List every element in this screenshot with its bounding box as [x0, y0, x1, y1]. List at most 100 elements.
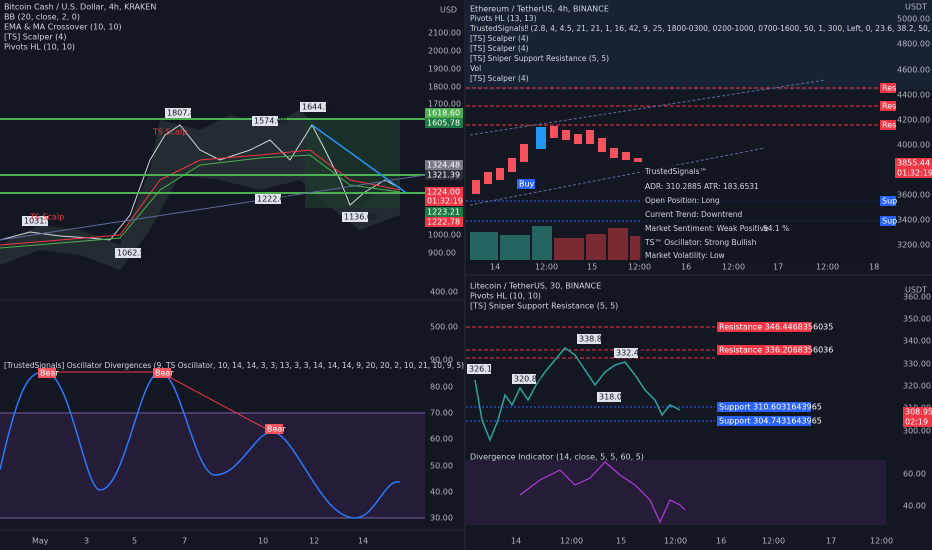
level-tag-bg	[880, 83, 896, 93]
pane-header: Ethereum / TetherUS, 4h, BINANCE	[470, 5, 609, 14]
time-label: 14	[490, 263, 500, 272]
time-label: 16	[681, 263, 691, 272]
pivot-label: 338.85	[579, 335, 607, 344]
pane-header: TrustedSignals‼ (2.8, 4, 4.5, 21, 21, 1,…	[469, 24, 932, 33]
pane-header: [TS] Scalper (4)	[4, 33, 67, 42]
axis-label: 60.00	[903, 470, 926, 479]
axis-label: 2100.00	[428, 29, 461, 38]
axis-label: 3400.00	[897, 216, 930, 225]
signal-label: Bear	[267, 425, 286, 434]
pane-header: [TrustedSignals] Oscillator Divergences …	[4, 361, 464, 370]
info-text: Market Volatility: Low	[645, 251, 725, 260]
pivot-label: 320.85	[514, 375, 542, 384]
axis-label: 30.00	[430, 514, 453, 523]
pivot-label: 1136.00	[344, 213, 377, 222]
pivot-label-bg	[22, 216, 48, 226]
level-tag-bg	[880, 216, 896, 226]
info-text: 54.1 %	[763, 224, 789, 233]
axis-label: 500.00	[430, 323, 458, 332]
axis-label: 330.00	[903, 360, 931, 369]
pane-header: Litecoin / TetherUS, 30, BINANCE	[470, 282, 601, 291]
pane-header: Vol	[470, 64, 481, 73]
pivot-label: 1644.50	[302, 103, 335, 112]
pivot-label-bg	[255, 194, 281, 204]
pivot-label-bg	[115, 248, 141, 258]
axis-label: 80.00	[430, 383, 453, 392]
divergence-line	[159, 371, 273, 433]
pivot-label: 1222.01	[257, 195, 290, 204]
price-tag-bg	[425, 217, 463, 227]
pane-header: [TS] Sniper Support Resistance (5, 5)	[470, 54, 609, 63]
pane-header: Bitcoin Cash / U.S. Dollar, 4h, KRAKEN	[4, 3, 156, 12]
divergence-line	[519, 461, 686, 524]
axis-label: 400.00	[430, 288, 458, 297]
level-tag-bg	[717, 322, 811, 332]
level-tag-bg	[880, 196, 896, 206]
price-tag: 1618.60	[427, 109, 460, 118]
price-tag-bg	[425, 207, 463, 217]
signal-label-bg	[265, 424, 283, 434]
time-label: 10	[258, 537, 268, 546]
price-tag-bg	[903, 417, 932, 427]
price-tag: 308.95	[905, 408, 932, 417]
time-label: 5	[132, 537, 137, 546]
axis-label: 40.00	[430, 488, 453, 497]
level-tag: Resistance 336.2068356036	[719, 346, 833, 355]
trend-line	[0, 174, 426, 241]
pane-header: Pivots HL (10, 10)	[4, 43, 75, 52]
price-tag-bg	[425, 160, 463, 170]
pane-header: Pivots HL (13, 13)	[470, 14, 537, 23]
price-tag: 1605.78	[427, 119, 460, 128]
time-label: 12	[309, 537, 319, 546]
volume-bars	[470, 226, 642, 260]
time-label: 15	[616, 537, 626, 546]
level-tag: Sup	[882, 197, 897, 206]
pivot-label: 1574.00	[254, 117, 287, 126]
header-zone	[466, 0, 932, 90]
pivot-label-bg	[342, 212, 368, 222]
axis-label: 350.00	[903, 315, 931, 324]
axis-label: 70.00	[430, 409, 453, 418]
pivot-label-bg	[467, 364, 491, 374]
level-tag: Support 304.7431643965	[719, 417, 822, 426]
level-tag: Res	[882, 102, 896, 111]
level-tag: Resistance 346.4468356035	[719, 323, 833, 332]
pivot-label-bg	[300, 102, 326, 112]
price-tag: 1224.00	[427, 188, 460, 197]
time-label: 12:00	[664, 537, 687, 546]
price-tag-bg	[425, 170, 463, 180]
signal-label-bg	[153, 368, 171, 378]
price-tag: 1223.21	[427, 208, 460, 217]
time-label: 12:00	[628, 263, 651, 272]
axis-label: 320.00	[903, 382, 931, 391]
level-tag: Res	[882, 84, 896, 93]
info-text: Market Sentiment: Weak Positive	[645, 224, 769, 233]
axis-label: 2000.00	[428, 47, 461, 56]
time-label: 17	[826, 537, 836, 546]
signal-label-bg	[517, 179, 535, 189]
price-tag: 3855.44	[897, 159, 930, 168]
signal-label: TS Scalp	[152, 128, 187, 137]
pane-header: EMA & MA Crossover (10, 10)	[4, 23, 122, 32]
time-label: 12:00	[762, 537, 785, 546]
axis-label: 360.00	[903, 293, 931, 302]
pivot-label: 318.05	[599, 393, 627, 402]
signal-label: Bear	[155, 369, 174, 378]
price-tag-bg	[425, 187, 463, 197]
axis-label: 4000.00	[897, 141, 930, 150]
osc-zone	[0, 413, 425, 518]
pivot-label: 1807.85	[167, 109, 200, 118]
signal-label-bg	[38, 368, 56, 378]
oscillator-line	[0, 371, 401, 519]
axis-label: 300.00	[903, 427, 931, 436]
level-tag-bg	[717, 345, 811, 355]
axis-label: 50.00	[430, 462, 453, 471]
axis-label: 340.00	[903, 337, 931, 346]
price-tag-bg	[425, 196, 463, 206]
price-tag-bg	[425, 118, 463, 128]
time-label: 18	[869, 263, 879, 272]
axis-label: 4200.00	[897, 116, 930, 125]
time-label: 12:00	[816, 263, 839, 272]
pivot-label-bg	[512, 374, 536, 384]
